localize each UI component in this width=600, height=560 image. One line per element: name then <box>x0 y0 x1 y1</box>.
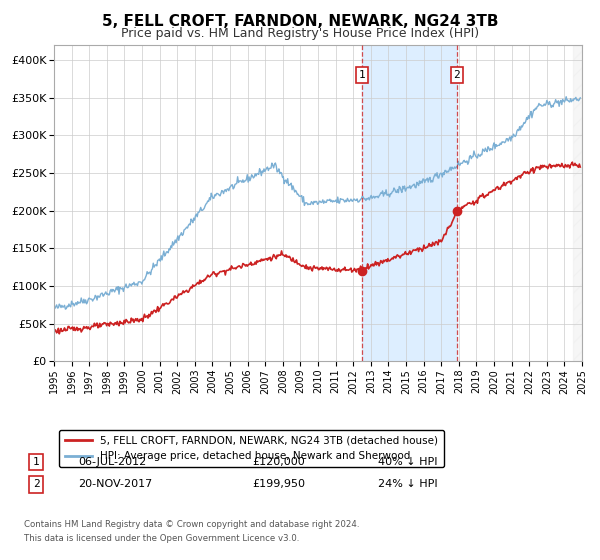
Text: 5, FELL CROFT, FARNDON, NEWARK, NG24 3TB: 5, FELL CROFT, FARNDON, NEWARK, NG24 3TB <box>102 14 498 29</box>
Text: £199,950: £199,950 <box>252 479 305 489</box>
Text: 40% ↓ HPI: 40% ↓ HPI <box>378 457 437 467</box>
Text: 1: 1 <box>359 70 365 80</box>
Text: £120,000: £120,000 <box>252 457 305 467</box>
Text: 2: 2 <box>32 479 40 489</box>
Bar <box>362 45 457 361</box>
Text: Contains HM Land Registry data © Crown copyright and database right 2024.: Contains HM Land Registry data © Crown c… <box>24 520 359 529</box>
Text: Price paid vs. HM Land Registry's House Price Index (HPI): Price paid vs. HM Land Registry's House … <box>121 27 479 40</box>
Text: 1: 1 <box>32 457 40 467</box>
Legend: 5, FELL CROFT, FARNDON, NEWARK, NG24 3TB (detached house), HPI: Average price, d: 5, FELL CROFT, FARNDON, NEWARK, NG24 3TB… <box>59 430 444 468</box>
Text: 2: 2 <box>454 70 460 80</box>
Text: 20-NOV-2017: 20-NOV-2017 <box>78 479 152 489</box>
Text: This data is licensed under the Open Government Licence v3.0.: This data is licensed under the Open Gov… <box>24 534 299 543</box>
Bar <box>573 45 582 361</box>
Text: 06-JUL-2012: 06-JUL-2012 <box>78 457 146 467</box>
Text: 24% ↓ HPI: 24% ↓ HPI <box>378 479 437 489</box>
